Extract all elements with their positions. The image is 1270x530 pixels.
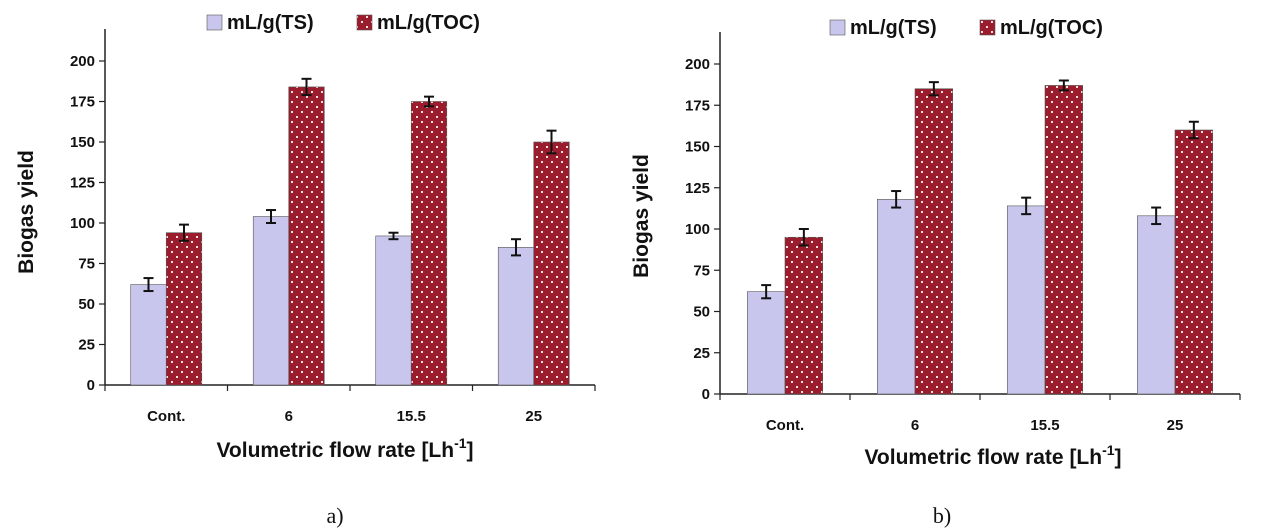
y-tick-label: 100 [70,215,95,232]
legend-swatch [206,14,223,31]
x-category-label: 6 [911,417,919,434]
x-category-label: Cont. [147,408,185,425]
bar-toc [1174,129,1214,395]
y-axis-title: Biogas yield [15,150,38,274]
x-axis-title: Volumetric flow rate [Lh-1] [216,435,473,462]
x-category-label: 25 [525,408,542,425]
y-tick-label: 150 [685,139,710,156]
y-tick-label: 150 [70,134,95,151]
chart-panel-a: 0 25 50 75 100 125 150 175 200 Cont. 6 15.5 25 mL/g(T… [15,12,596,528]
legend-swatch [829,19,846,36]
bar-ts [130,284,167,386]
legend-entry: mL/g(TS) [227,12,314,34]
x-axis-title-sup: -1 [454,435,467,451]
y-tick-label: 0 [87,377,95,394]
x-axis-title-main: Volumetric flow rate [Lh [864,446,1102,469]
bar-ts [375,235,412,386]
y-tick-label: 50 [78,296,95,313]
bar-toc [533,141,570,386]
y-tick-label: 200 [685,56,710,73]
bar-ts [876,199,916,395]
chart-panel-b: 0 25 50 75 100 125 150 175 200 Cont. 6 15.5 25 mL/g(T… [630,17,1241,528]
x-category-label: 6 [285,408,293,425]
y-tick-label: 125 [685,180,710,197]
x-category-label: 15.5 [1030,417,1059,434]
bar-ts [1137,215,1176,395]
legend-entry: mL/g(TOC) [1000,17,1103,39]
legend-entry: mL/g(TS) [850,17,937,39]
x-axis-title-end: ] [1115,446,1122,469]
bar-toc [914,88,954,395]
bar-ts [1006,205,1046,395]
y-tick-label: 75 [78,256,95,273]
y-tick-label: 200 [70,53,95,70]
y-axis-title: Biogas yield [630,154,653,278]
y-tick-label: 125 [70,175,95,192]
y-tick-label: 175 [70,94,95,111]
legend-entry: mL/g(TOC) [377,12,480,34]
y-tick-label: 0 [702,386,710,403]
bar-ts [497,247,535,386]
panel-label: b) [933,503,951,528]
y-tick-label: 175 [685,97,710,114]
y-tick-label: 25 [78,337,95,354]
legend-swatch [979,19,996,36]
bar-toc [784,236,824,395]
bar-toc [165,232,203,386]
legend-swatch [356,14,373,31]
y-tick-label: 25 [693,345,710,362]
x-axis-title-main: Volumetric flow rate [Lh [216,439,454,462]
panel-label: a) [326,503,343,528]
y-tick-label: 100 [685,221,710,238]
bar-toc [410,101,448,386]
x-axis-title-end: ] [467,439,474,462]
y-tick-label: 50 [693,304,710,321]
bar-ts [252,216,290,386]
x-category-label: 25 [1167,417,1184,434]
bar-toc [1044,85,1084,395]
x-axis-title-sup: -1 [1102,442,1115,458]
x-category-label: 15.5 [397,408,426,425]
x-category-label: Cont. [766,417,804,434]
y-tick-label: 75 [693,262,710,279]
x-axis-title: Volumetric flow rate [Lh-1] [864,442,1121,469]
bar-toc [288,86,325,386]
bar-ts [746,291,786,395]
